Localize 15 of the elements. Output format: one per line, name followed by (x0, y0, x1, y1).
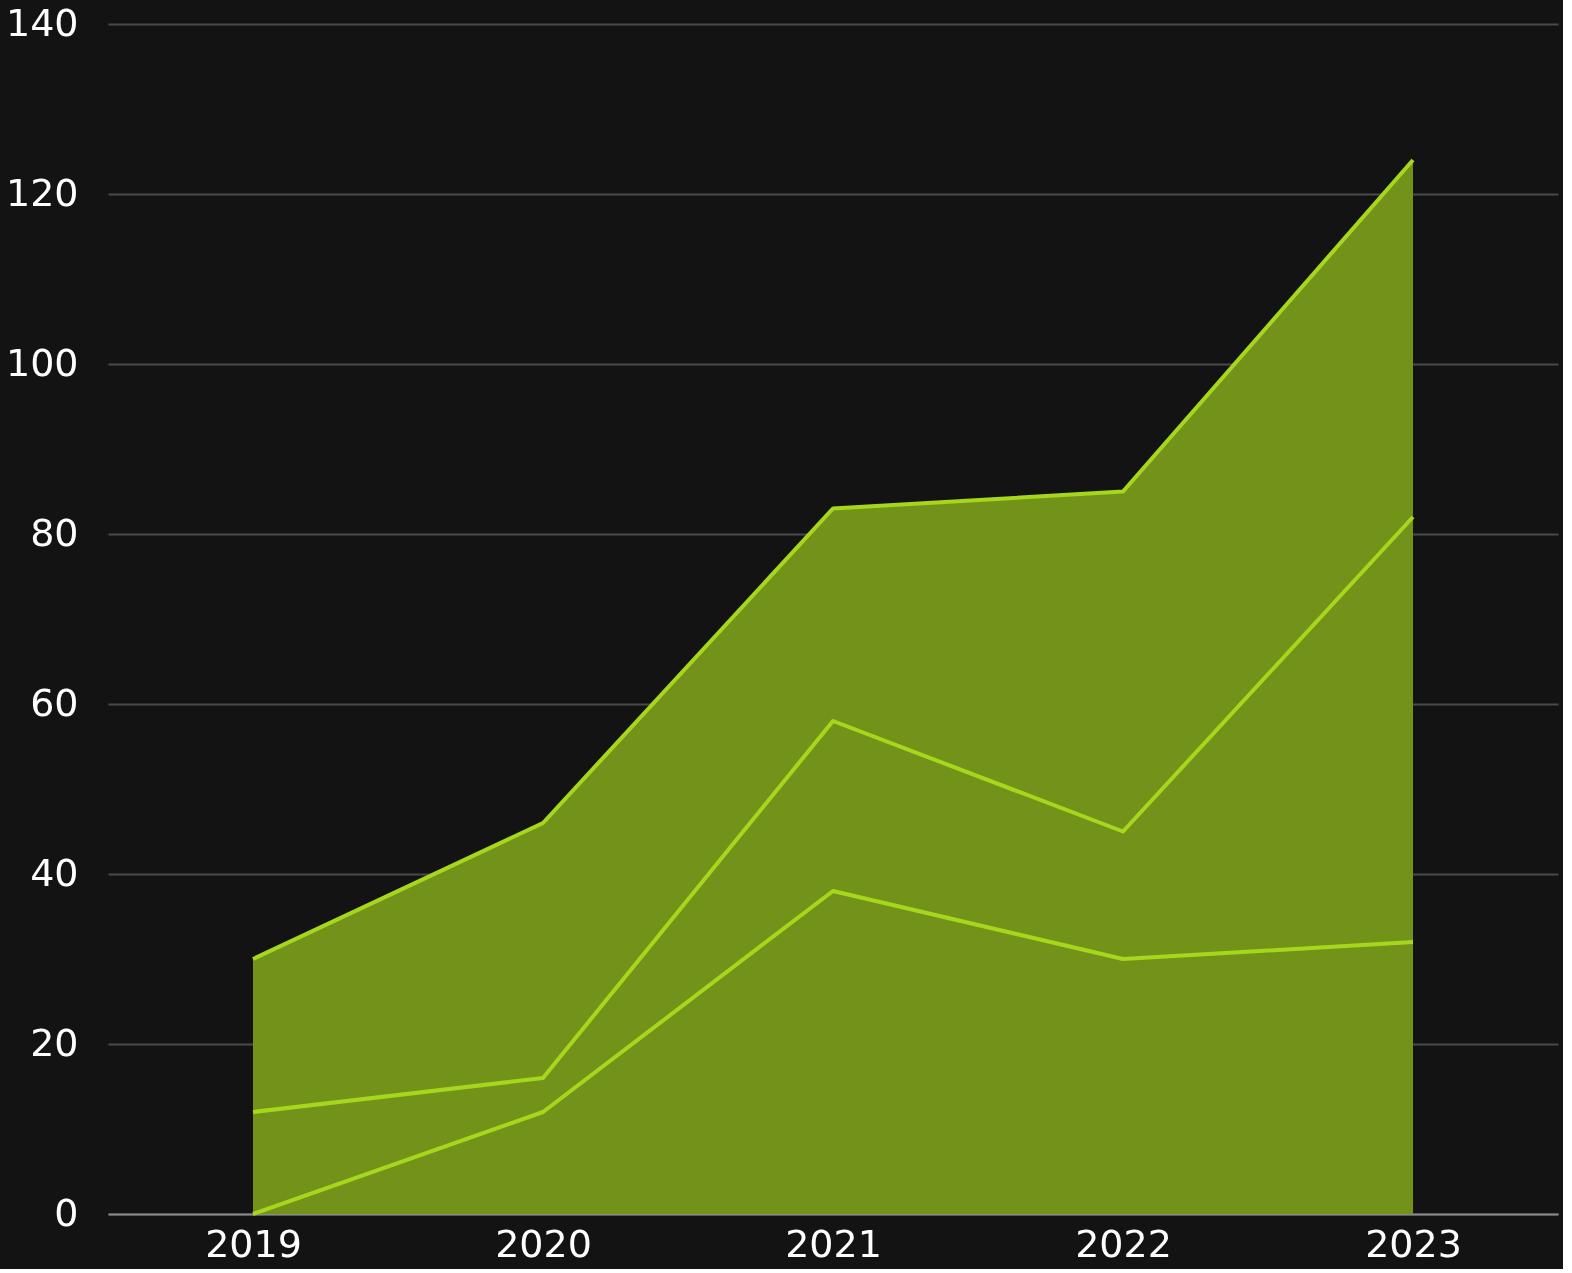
y-tick-label: 100 (5, 340, 79, 385)
x-tick-label: 2019 (205, 1221, 302, 1266)
y-tick-label: 40 (30, 850, 79, 895)
x-tick-label: 2023 (1365, 1221, 1462, 1266)
y-tick-label: 60 (30, 680, 79, 725)
x-tick-label: 2022 (1075, 1221, 1172, 1266)
line-series (251, 515, 1415, 1114)
y-tick-label: 80 (30, 510, 79, 555)
x-tick-label: 2020 (495, 1221, 592, 1266)
y-tick-label: 120 (5, 170, 79, 215)
x-tick-label: 2021 (785, 1221, 882, 1266)
y-tick-label: 0 (54, 1190, 79, 1235)
line-series (251, 889, 1415, 1216)
y-tick-label: 20 (30, 1020, 79, 1065)
y-tick-label: 140 (5, 0, 79, 45)
